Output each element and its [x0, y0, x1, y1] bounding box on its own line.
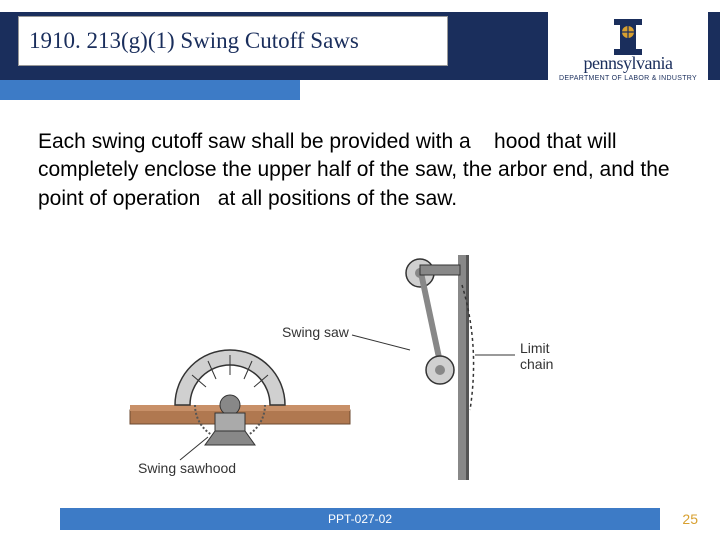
pa-logo: pennsylvania DEPARTMENT OF LABOR & INDUS… — [548, 8, 708, 88]
accent-bar — [0, 80, 300, 100]
title-box: 1910. 213(g)(1) Swing Cutoff Saws — [18, 16, 448, 66]
slide-title: 1910. 213(g)(1) Swing Cutoff Saws — [29, 28, 359, 54]
label-limit-chain-2: chain — [520, 356, 553, 372]
saw-diagram: Limit chain Swing saw Swing sawhood — [120, 255, 600, 480]
body-paragraph: Each swing cutoff saw shall be provided … — [38, 128, 688, 213]
logo-wordmark: pennsylvania — [584, 53, 673, 74]
slide-number: 25 — [682, 511, 698, 527]
footer-bar: PPT-027-02 — [60, 508, 660, 530]
label-swing-saw: Swing saw — [282, 324, 350, 340]
footer-code: PPT-027-02 — [328, 512, 392, 526]
label-limit-chain-1: Limit — [520, 340, 550, 356]
logo-subtext: DEPARTMENT OF LABOR & INDUSTRY — [559, 75, 697, 82]
label-sawhood: Swing sawhood — [138, 460, 236, 476]
keystone-icon — [610, 15, 646, 55]
